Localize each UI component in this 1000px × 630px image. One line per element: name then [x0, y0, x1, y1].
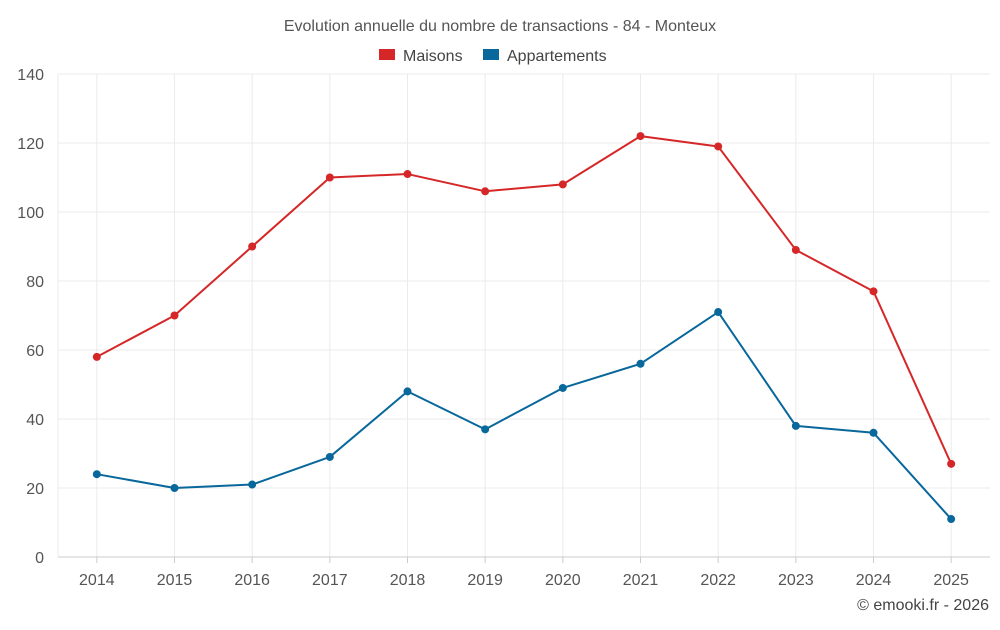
- data-point-appartements-2015[interactable]: [170, 484, 179, 492]
- y-tick-label: 0: [35, 550, 44, 567]
- y-tick-label: 60: [26, 343, 44, 360]
- data-point-maisons-2024[interactable]: [869, 287, 878, 296]
- data-point-appartements-2018[interactable]: [403, 387, 412, 396]
- x-tick-label: 2025: [933, 572, 969, 589]
- legend-label-maisons: Maisons: [403, 48, 463, 65]
- x-tick-label: 2023: [778, 572, 814, 589]
- x-tick-label: 2022: [700, 572, 736, 589]
- data-point-appartements-2017[interactable]: [325, 452, 334, 461]
- legend-item-appartements[interactable]: Appartements: [483, 48, 607, 65]
- x-tick-label: 2017: [312, 572, 348, 589]
- y-tick-label: 140: [17, 67, 44, 84]
- y-tick-label: 20: [26, 481, 44, 498]
- data-point-appartements-2025[interactable]: [947, 515, 956, 524]
- series-maisons: [92, 132, 956, 468]
- data-point-maisons-2023[interactable]: [791, 245, 800, 254]
- data-point-appartements-2023[interactable]: [791, 421, 800, 430]
- legend-label-appartements: Appartements: [507, 48, 607, 65]
- x-tick-label: 2014: [79, 572, 115, 589]
- data-point-maisons-2015[interactable]: [170, 311, 179, 320]
- data-point-maisons-2021[interactable]: [636, 132, 645, 141]
- y-tick-label: 80: [26, 274, 44, 291]
- grid: [58, 73, 990, 557]
- data-point-appartements-2019[interactable]: [481, 425, 490, 434]
- legend: Maisons Appartements: [379, 48, 607, 65]
- legend-item-maisons[interactable]: Maisons: [379, 48, 463, 65]
- data-point-appartements-2014[interactable]: [92, 470, 101, 479]
- x-tick-label: 2015: [157, 572, 193, 589]
- legend-swatch-appartements: [483, 49, 499, 60]
- data-point-maisons-2025[interactable]: [947, 459, 956, 468]
- data-point-maisons-2018[interactable]: [403, 170, 412, 179]
- series-line-maisons: [96, 135, 953, 465]
- y-tick-label: 120: [17, 136, 44, 153]
- data-point-maisons-2016[interactable]: [248, 242, 257, 251]
- credit-text: © emooki.fr - 2026: [857, 597, 989, 614]
- x-tick-label: 2021: [623, 572, 659, 589]
- x-tick-label: 2019: [467, 572, 503, 589]
- series-appartements: [92, 308, 956, 524]
- series-line-appartements: [96, 311, 952, 520]
- x-tick-label: 2020: [545, 572, 581, 589]
- legend-swatch-maisons: [379, 49, 395, 60]
- axes: 0 20 40 60 80 100 120 140 2014 2015 2016 2017 2018 20…: [17, 67, 990, 589]
- y-tick-label: 100: [17, 205, 44, 222]
- chart-title: Evolution annuelle du nombre de transact…: [284, 18, 716, 35]
- data-point-maisons-2020[interactable]: [558, 180, 567, 189]
- data-point-appartements-2020[interactable]: [558, 383, 567, 392]
- data-point-appartements-2016[interactable]: [248, 480, 257, 489]
- data-point-maisons-2017[interactable]: [325, 173, 334, 182]
- data-point-maisons-2022[interactable]: [714, 142, 723, 151]
- data-point-appartements-2022[interactable]: [714, 308, 723, 317]
- data-point-appartements-2024[interactable]: [869, 428, 878, 437]
- series: [92, 132, 956, 524]
- data-point-maisons-2019[interactable]: [481, 187, 490, 196]
- y-tick-label: 40: [26, 412, 44, 429]
- data-point-maisons-2014[interactable]: [92, 352, 101, 361]
- x-tick-label: 2024: [856, 572, 892, 589]
- x-tick-label: 2016: [234, 572, 270, 589]
- x-tick-label: 2018: [390, 572, 426, 589]
- data-point-appartements-2021[interactable]: [636, 359, 645, 368]
